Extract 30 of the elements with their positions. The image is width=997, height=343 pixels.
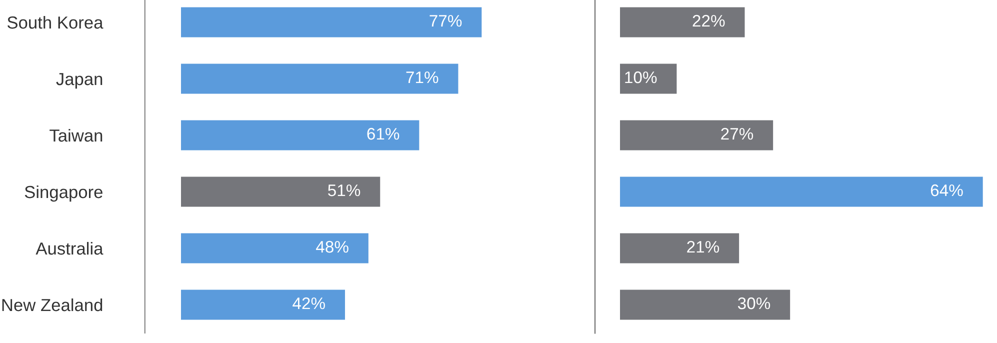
y-tick-label: Australia — [36, 242, 104, 255]
data-label: 42% — [292, 297, 325, 310]
bar — [620, 233, 740, 264]
bar — [620, 120, 774, 150]
data-label: 61% — [367, 128, 400, 140]
bar — [620, 64, 677, 94]
bar — [181, 176, 380, 207]
bar — [181, 233, 368, 264]
bar — [181, 7, 482, 38]
bar — [181, 64, 458, 94]
bar — [620, 7, 745, 38]
data-label: 30% — [738, 297, 770, 310]
y-tick-label: New Zealand — [2, 298, 102, 312]
bar — [620, 290, 790, 320]
data-label: 21% — [687, 240, 720, 253]
bar — [620, 176, 983, 207]
bar — [181, 120, 420, 150]
data-label: 10% — [625, 71, 657, 84]
bar — [181, 290, 345, 320]
data-label: 22% — [692, 14, 725, 27]
y-tick-label: Singapore — [24, 185, 102, 202]
y-tick-label: Japan — [56, 73, 102, 89]
data-label: 64% — [930, 184, 963, 196]
data-label: 48% — [316, 240, 348, 253]
y-tick-label: Taiwan — [50, 128, 102, 142]
data-label: 71% — [406, 71, 438, 84]
data-label: 77% — [430, 14, 462, 27]
data-label: 51% — [328, 184, 360, 196]
data-label: 27% — [721, 128, 754, 140]
y-tick-label: South Korea — [7, 16, 104, 29]
